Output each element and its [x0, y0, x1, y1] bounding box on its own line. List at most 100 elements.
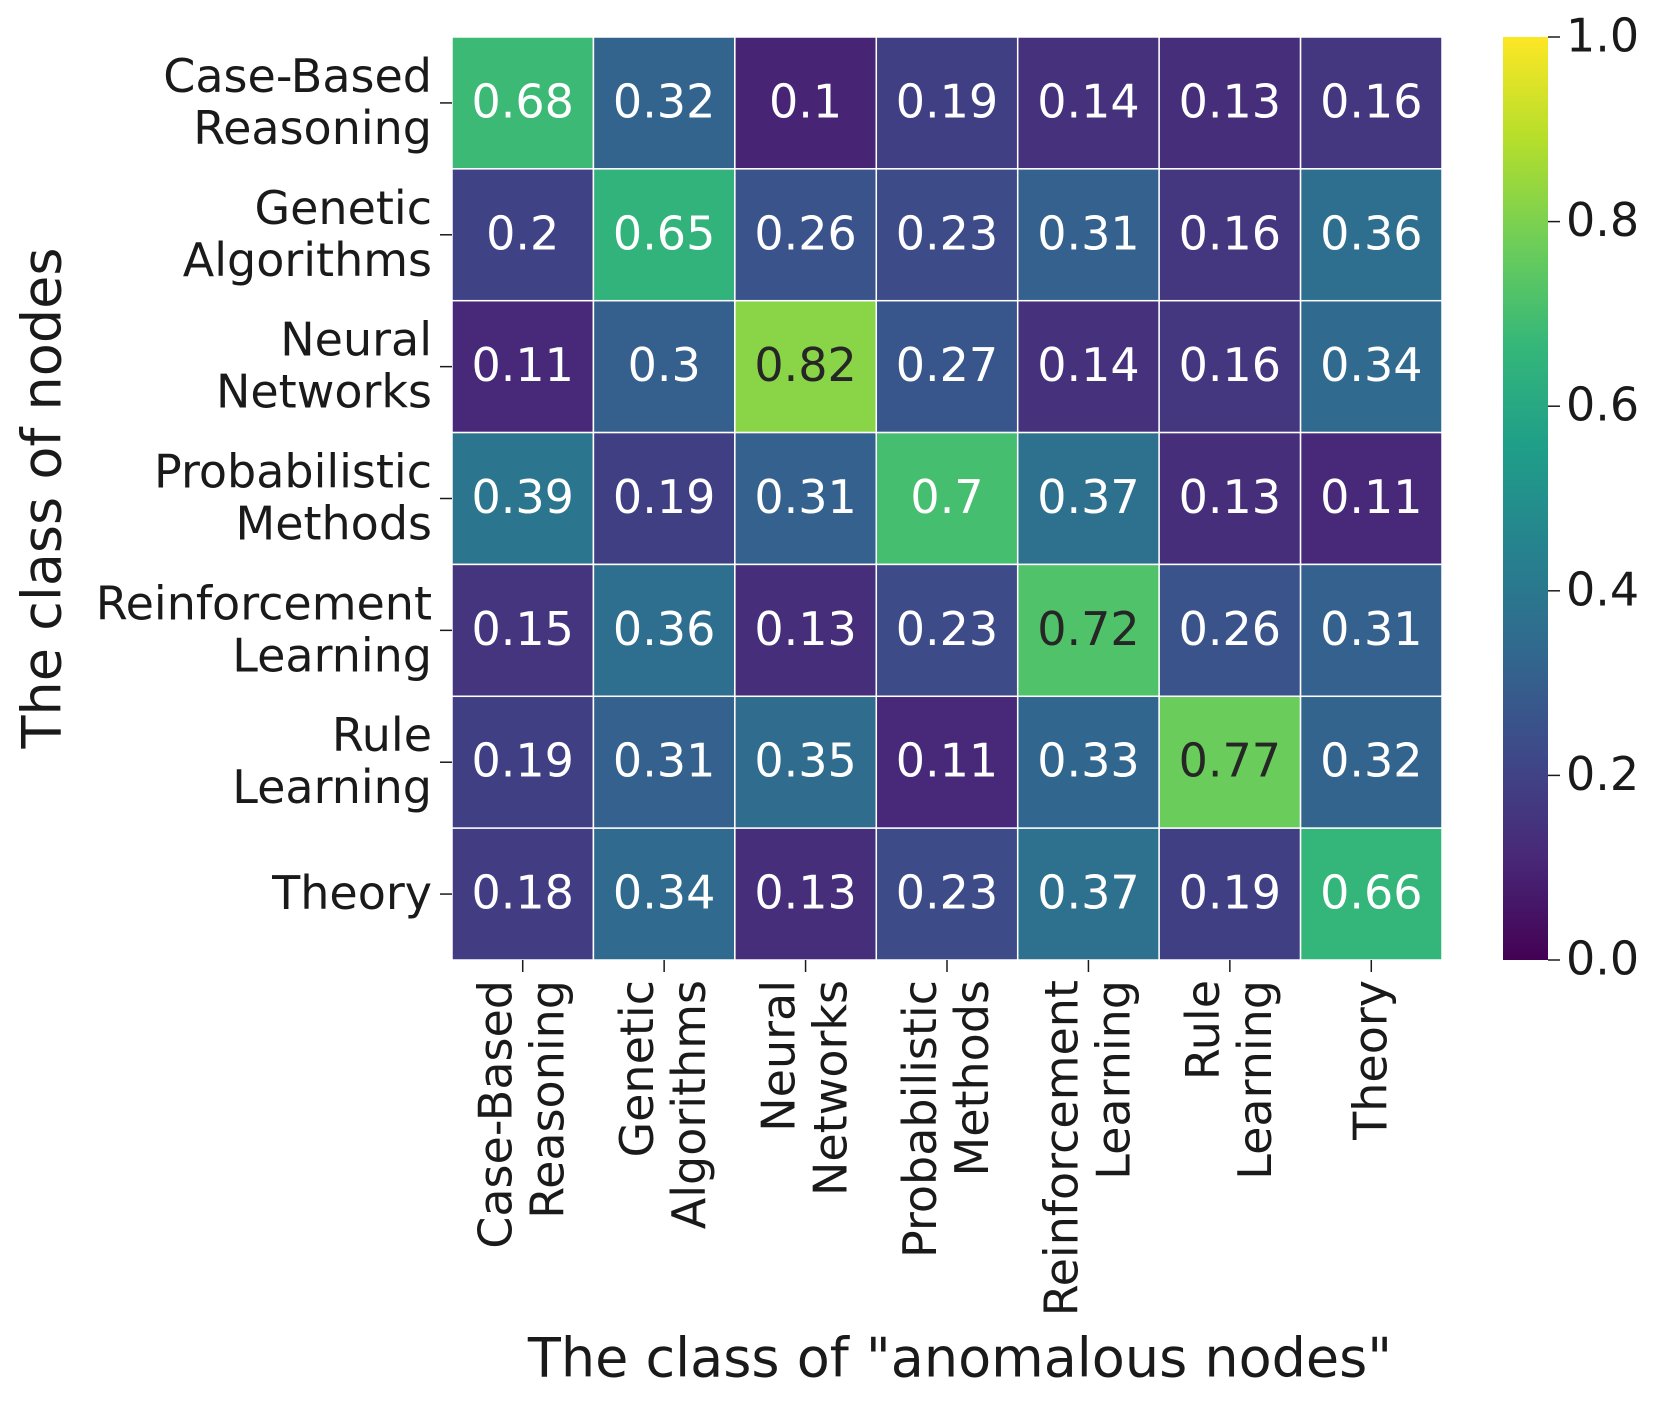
cell-label: 0.3 — [628, 338, 701, 392]
heatmap-cell — [1158, 827, 1302, 961]
heatmap-cell — [1016, 36, 1160, 170]
x-tick-label-line: Algorithms — [662, 980, 716, 1229]
heatmap-cell — [1016, 695, 1160, 829]
y-tick-label-line: Learning — [232, 760, 432, 814]
cell-label: 0.13 — [754, 866, 856, 920]
heatmap-cell — [875, 36, 1019, 170]
heatmap-cell — [875, 431, 1019, 566]
x-tick-label-line: Theory — [1343, 980, 1397, 1141]
cell-label: 0.34 — [613, 866, 715, 920]
x-tick-label-line: Genetic — [610, 980, 664, 1158]
heatmap-cell — [1158, 36, 1302, 170]
heatmap-cell — [734, 695, 878, 829]
colorbar-tick-label: 1.0 — [1566, 9, 1639, 63]
heatmap-cell — [451, 299, 595, 434]
x-axis-label: The class of "anomalous nodes" — [527, 1327, 1392, 1390]
y-tick-label: Genetic Algorithms — [183, 180, 432, 286]
x-tick-label: Theory — [1343, 980, 1397, 1141]
x-tick-label-line: Case-Based — [468, 980, 522, 1249]
cell-label: 0.32 — [1320, 734, 1422, 788]
colorbar-tick-label: 0.6 — [1566, 378, 1639, 432]
x-tick-label: GeneticAlgorithms — [610, 980, 716, 1229]
cell-label: 0.26 — [754, 206, 856, 260]
y-tick-label-line: Reasoning — [193, 100, 432, 154]
cell-label: 0.31 — [613, 734, 715, 788]
heatmap-cell — [592, 431, 736, 566]
x-tick-label: RuleLearning — [1175, 980, 1281, 1180]
cell-label: 0.23 — [896, 602, 998, 656]
cell-label: 0.2 — [486, 206, 559, 260]
colorbar — [1503, 37, 1548, 960]
cell-label: 0.23 — [896, 866, 998, 920]
heatmap-cell — [592, 299, 736, 434]
y-tick-label-line: Genetic — [254, 180, 432, 234]
y-tick-label-line: Case-Based — [163, 48, 432, 102]
heatmap-cell — [1158, 299, 1302, 434]
cell-label: 0.27 — [896, 338, 998, 392]
heatmap-cell — [1016, 299, 1160, 434]
cell-label: 0.13 — [754, 602, 856, 656]
heatmap-cell — [1158, 431, 1302, 566]
cell-label: 0.19 — [613, 470, 715, 524]
cell-label: 0.31 — [754, 470, 856, 524]
heatmap-cell — [1299, 431, 1443, 566]
heatmap-cell — [1016, 168, 1160, 302]
x-tick-label: ProbabilisticMethods — [893, 980, 999, 1258]
heatmap-cell — [1299, 168, 1443, 302]
cell-label: 0.36 — [613, 602, 715, 656]
cell-label: 0.13 — [1179, 470, 1281, 524]
x-tick-label: Case-BasedReasoning — [468, 980, 574, 1249]
cell-label: 0.39 — [472, 470, 574, 524]
cell-label: 0.37 — [1037, 866, 1139, 920]
heatmap-cell — [875, 695, 1019, 829]
cell-label: 0.34 — [1320, 338, 1422, 392]
heatmap-cell — [1299, 299, 1443, 434]
colorbar-tick-label: 0.8 — [1566, 193, 1639, 247]
x-tick-label-line: Learning — [1086, 980, 1140, 1180]
colorbar-tick-label: 0.2 — [1566, 747, 1639, 801]
heatmap-cell — [592, 36, 736, 170]
heatmap-cell — [875, 299, 1019, 434]
y-tick-label: Rule Learning — [232, 708, 432, 814]
cell-label: 0.16 — [1179, 206, 1281, 260]
colorbar-tick-label: 0.0 — [1566, 932, 1639, 986]
heatmap-cell — [1158, 168, 1302, 302]
y-axis-label: The class of nodes — [11, 248, 74, 750]
heatmap-cell — [451, 431, 595, 566]
heatmap-cell — [1299, 827, 1443, 961]
cell-label: 0.72 — [1037, 602, 1139, 656]
cell-label: 0.31 — [1037, 206, 1139, 260]
cell-label: 0.32 — [613, 74, 715, 128]
y-tick-label-line: Theory — [271, 866, 432, 920]
cell-label: 0.66 — [1320, 866, 1422, 920]
y-tick-label: Theory — [271, 866, 432, 920]
cell-label: 0.16 — [1320, 74, 1422, 128]
cell-label: 0.16 — [1179, 338, 1281, 392]
y-tick-label: Probabilistic Methods — [154, 444, 432, 550]
heatmap-cell — [592, 695, 736, 829]
colorbar-tick-label: 0.4 — [1566, 562, 1639, 616]
y-tick-label-line: Neural — [280, 312, 432, 366]
cell-label: 0.31 — [1320, 602, 1422, 656]
cell-label: 0.33 — [1037, 734, 1139, 788]
heatmap-cell — [451, 827, 595, 961]
y-tick-label-line: Rule — [332, 708, 432, 762]
cell-label: 0.68 — [472, 74, 574, 128]
heatmap-cell — [1299, 695, 1443, 829]
y-tick-label: Neural Networks — [216, 312, 432, 418]
x-tick-label-line: Learning — [1227, 980, 1281, 1180]
x-tick-label-line: Networks — [803, 980, 857, 1196]
cell-label: 0.26 — [1179, 602, 1281, 656]
x-tick-label: NeuralNetworks — [751, 980, 857, 1196]
heatmap-cell — [451, 36, 595, 170]
y-tick-label: Reinforcement Learning — [96, 576, 432, 682]
y-tick-label-line: Reinforcement — [96, 576, 432, 630]
cell-label: 0.11 — [896, 734, 998, 788]
cell-label: 0.11 — [472, 338, 574, 392]
y-tick-label-line: Learning — [232, 628, 432, 682]
cell-label: 0.23 — [896, 206, 998, 260]
cell-label: 0.77 — [1179, 734, 1281, 788]
cell-label: 0.18 — [472, 866, 574, 920]
cell-label: 0.19 — [896, 74, 998, 128]
